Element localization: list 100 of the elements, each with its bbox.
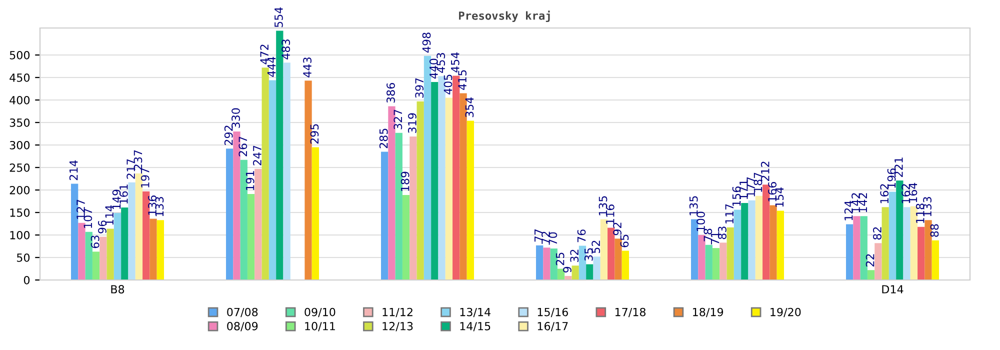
bar xyxy=(882,207,889,280)
bar xyxy=(734,210,742,280)
bar xyxy=(748,200,756,280)
data-label: 114 xyxy=(105,205,114,225)
data-label: 71 xyxy=(711,232,720,244)
bar xyxy=(536,245,544,280)
bar xyxy=(860,216,868,280)
y-tick-label: 500 xyxy=(10,50,30,60)
data-label: 472 xyxy=(260,44,268,64)
data-label: 83 xyxy=(718,226,726,240)
bar xyxy=(874,243,882,280)
data-label: 443 xyxy=(303,58,312,78)
bar xyxy=(466,120,474,280)
bar xyxy=(304,80,312,280)
data-label: 330 xyxy=(232,108,240,128)
data-label: 82 xyxy=(873,227,882,240)
bar xyxy=(550,248,558,280)
bar xyxy=(578,246,586,280)
bar xyxy=(445,98,453,280)
bar xyxy=(276,30,284,280)
bar xyxy=(770,205,777,280)
x-tick-label: B8 xyxy=(111,285,124,294)
bar xyxy=(92,252,100,280)
bar xyxy=(438,76,446,280)
data-label: 135 xyxy=(689,196,698,216)
bar xyxy=(424,56,432,280)
y-tick-label: 450 xyxy=(10,73,30,82)
data-label: 295 xyxy=(310,124,319,144)
data-label: 292 xyxy=(224,126,233,146)
bar xyxy=(705,244,712,280)
legend-label: 09/10 xyxy=(304,308,336,318)
data-label: 285 xyxy=(379,128,388,148)
y-tick-label: 100 xyxy=(10,230,30,240)
bar xyxy=(233,132,240,280)
data-label: 77 xyxy=(534,229,543,242)
data-label: 386 xyxy=(386,83,395,103)
data-label: 444 xyxy=(267,56,276,77)
data-label: 107 xyxy=(84,208,92,228)
data-label: 405 xyxy=(444,74,452,94)
data-label: 117 xyxy=(725,204,734,224)
legend-label: 15/16 xyxy=(538,308,568,318)
y-tick-label: 250 xyxy=(10,163,30,172)
bar xyxy=(431,82,438,280)
bar xyxy=(247,194,255,280)
bar xyxy=(388,106,396,280)
y-tick-label: 200 xyxy=(10,186,30,194)
data-label: 415 xyxy=(458,70,466,90)
data-label: 88 xyxy=(930,224,939,237)
bar xyxy=(106,228,114,280)
bar xyxy=(762,184,770,280)
data-label: 52 xyxy=(592,240,600,253)
bar xyxy=(888,192,896,280)
bar xyxy=(698,235,706,280)
data-label: 554 xyxy=(274,7,283,28)
bar xyxy=(150,218,157,280)
bar xyxy=(755,196,763,280)
y-tick-label: 0 xyxy=(24,276,30,284)
data-label: 116 xyxy=(606,204,614,224)
y-tick-label: 300 xyxy=(10,140,30,150)
bar xyxy=(135,173,143,280)
bar xyxy=(402,194,410,280)
legend-label: 13/14 xyxy=(460,308,490,318)
bar xyxy=(910,206,918,280)
data-label: 212 xyxy=(760,162,770,182)
data-label: 92 xyxy=(613,222,622,236)
data-label: 76 xyxy=(577,230,586,242)
data-label: 166 xyxy=(768,182,776,202)
bar xyxy=(720,242,727,280)
y-tick-label: 50 xyxy=(16,253,30,262)
data-label: 189 xyxy=(400,172,410,191)
bar xyxy=(283,62,290,280)
data-label: 162 xyxy=(880,184,889,204)
bar xyxy=(226,148,234,280)
bar xyxy=(254,168,262,280)
y-tick-label: 350 xyxy=(10,118,30,127)
y-tick-label: 400 xyxy=(10,96,30,104)
bar xyxy=(572,266,579,280)
data-label: 9 xyxy=(563,266,572,272)
data-label: 214 xyxy=(69,160,78,180)
data-label: 124 xyxy=(844,200,853,220)
data-label: 161 xyxy=(119,184,128,204)
bar xyxy=(85,232,92,280)
data-label: 96 xyxy=(98,220,106,234)
data-label: 197 xyxy=(140,168,150,188)
bar xyxy=(142,191,150,280)
data-label: 187 xyxy=(754,172,762,192)
legend-label: 18/19 xyxy=(693,308,724,318)
legend-label: 10/11 xyxy=(305,322,335,332)
data-label: 118 xyxy=(916,204,924,223)
bar xyxy=(268,80,276,280)
bar xyxy=(395,132,402,280)
legend-label: 16/17 xyxy=(538,322,568,332)
bar xyxy=(614,238,622,280)
data-label: 247 xyxy=(253,146,262,166)
bar xyxy=(564,276,572,280)
bar xyxy=(240,160,248,280)
data-label: 354 xyxy=(465,97,474,118)
bar xyxy=(543,248,550,280)
data-label: 498 xyxy=(422,32,431,53)
data-label: 453 xyxy=(436,53,446,73)
